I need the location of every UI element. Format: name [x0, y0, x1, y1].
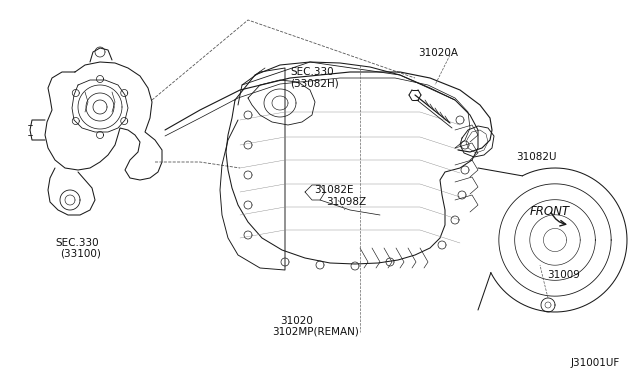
Text: 3102MP(REMAN): 3102MP(REMAN) — [272, 327, 359, 337]
Text: SEC.330: SEC.330 — [290, 67, 333, 77]
Text: 31082E: 31082E — [314, 185, 353, 195]
Text: (33100): (33100) — [60, 249, 101, 259]
Text: J31001UF: J31001UF — [571, 358, 620, 368]
Text: 31009: 31009 — [547, 270, 580, 280]
Text: FRONT: FRONT — [530, 205, 570, 218]
Text: 31082U: 31082U — [516, 152, 557, 162]
Text: SEC.330: SEC.330 — [55, 238, 99, 248]
Text: 31020A: 31020A — [418, 48, 458, 58]
Text: 31020: 31020 — [280, 316, 313, 326]
Text: 31098Z: 31098Z — [326, 197, 366, 207]
Text: (33082H): (33082H) — [290, 78, 339, 88]
